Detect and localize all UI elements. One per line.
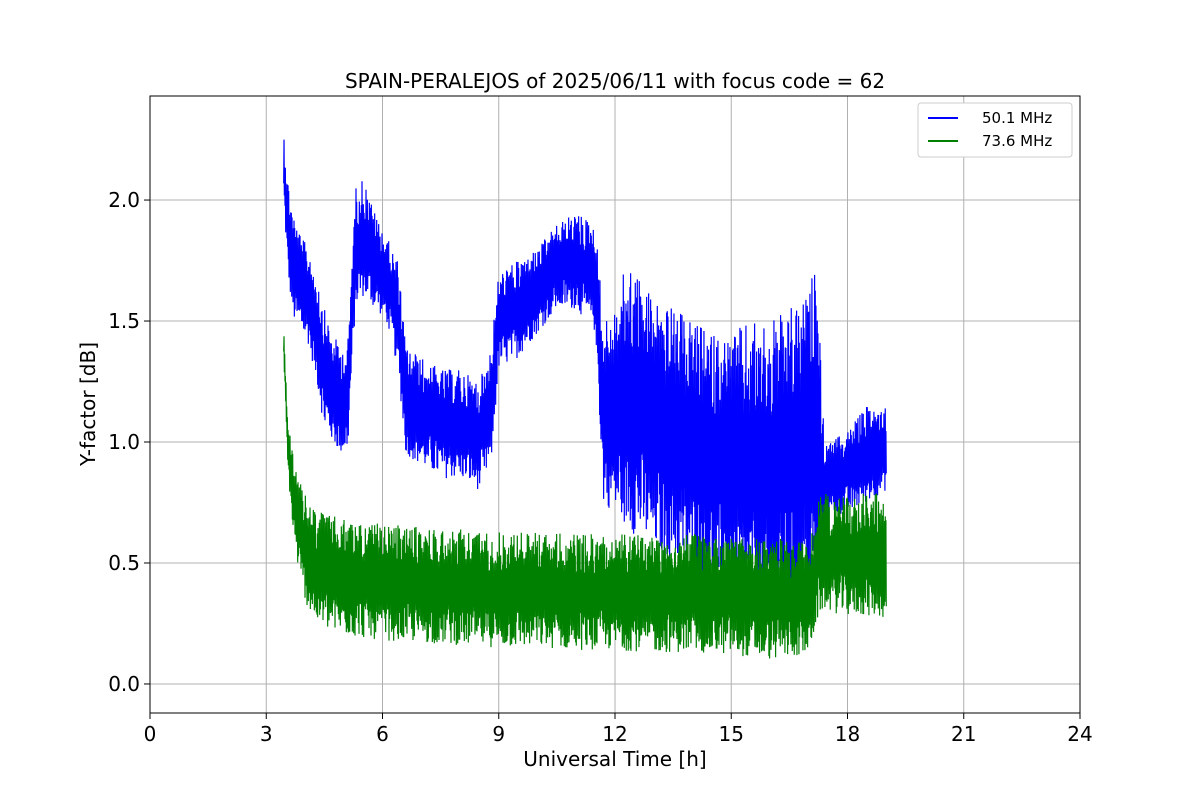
legend: 50.1 MHz 73.6 MHz [917,102,1073,158]
x-tick-label: 9 [492,722,505,746]
chart-title: SPAIN-PERALEJOS of 2025/06/11 with focus… [345,69,885,93]
legend-label-73mhz: 73.6 MHz [982,132,1052,150]
x-tick-label: 18 [835,722,860,746]
y-axis-label: Y-factor [dB] [76,342,100,467]
x-tick-label: 21 [951,722,976,746]
x-axis-label: Universal Time [h] [523,747,706,771]
x-tick-label: 6 [376,722,389,746]
x-tick-label: 12 [602,722,627,746]
legend-label-50mhz: 50.1 MHz [982,109,1052,127]
x-tick-label: 0 [144,722,157,746]
y-tick-label: 1.0 [108,430,140,454]
y-tick-label: 0.5 [108,551,140,575]
y-tick-label: 1.5 [108,309,140,333]
x-tick-label: 3 [260,722,273,746]
y-tick-label: 0.0 [108,672,140,696]
series-line-0 [283,139,887,621]
y-axis: 0.0 0.5 1.0 1.5 2.0 [108,188,150,696]
x-axis: 0 3 6 9 12 15 18 21 24 [144,713,1093,746]
plot-area [283,139,887,659]
y-tick-label: 2.0 [108,188,140,212]
x-tick-label: 24 [1067,722,1092,746]
x-tick-label: 15 [719,722,744,746]
legend-box [917,102,1073,158]
series-line-1 [283,336,887,659]
